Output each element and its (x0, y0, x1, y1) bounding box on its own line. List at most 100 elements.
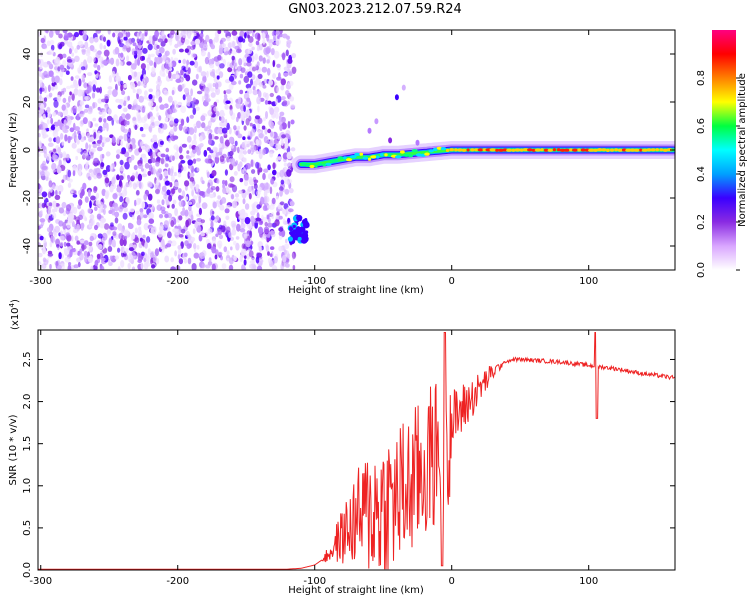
heatmap-cell (166, 200, 170, 205)
heatmap-cell (252, 86, 256, 91)
heatmap-cell (111, 136, 116, 144)
heatmap-cell (258, 133, 264, 139)
snr-y-tick-label: 0.5 (22, 520, 33, 536)
heatmap-cell (48, 70, 54, 77)
heatmap-track-blob (477, 148, 484, 152)
heatmap-cell (229, 108, 233, 117)
heatmap-cell (302, 231, 307, 236)
heatmap-cell (367, 127, 372, 134)
heatmap-cell (48, 30, 54, 38)
heatmap-cell (239, 89, 244, 95)
heatmap-cell (123, 30, 126, 35)
heatmap-cell (171, 174, 175, 182)
heatmap-cell (134, 124, 138, 130)
heatmap-track-blob (655, 148, 659, 152)
heatmap-cell (186, 116, 190, 123)
heatmap-cell (204, 92, 209, 101)
heatmap-cell (270, 121, 275, 128)
heatmap-y-axis-label: Frequency (Hz) (8, 112, 19, 188)
heatmap-cell (168, 194, 173, 202)
heatmap-cell (249, 230, 253, 239)
heatmap-cell (188, 205, 192, 211)
heatmap-cell (95, 51, 101, 59)
heatmap-cell (173, 57, 179, 62)
heatmap-cell (52, 111, 57, 117)
heatmap-cell (415, 139, 420, 146)
heatmap-cell (170, 266, 176, 270)
heatmap-track-blob (318, 162, 323, 166)
heatmap-cell (159, 224, 165, 231)
heatmap-cell (204, 56, 209, 65)
heatmap-cell (62, 159, 67, 167)
heatmap-cell (179, 154, 184, 160)
heatmap-cell (96, 253, 101, 260)
heatmap-cell (206, 70, 209, 78)
heatmap-cell (67, 59, 73, 63)
heatmap-cell (257, 226, 264, 235)
heatmap-cell (112, 226, 118, 231)
heatmap-cell (43, 97, 48, 102)
heatmap-cell (131, 214, 135, 220)
heatmap-cell (39, 82, 43, 87)
heatmap-cell (170, 135, 176, 142)
heatmap-cell (167, 240, 173, 244)
heatmap-cell (203, 43, 209, 49)
heatmap-y-tick-label: 0 (22, 147, 33, 153)
heatmap-cell (265, 92, 269, 101)
heatmap-cell (267, 222, 273, 228)
heatmap-cell (122, 44, 127, 50)
heatmap-cell (54, 84, 58, 90)
colorbar-gradient (712, 30, 736, 270)
heatmap-cell (99, 135, 103, 142)
heatmap-cell (119, 196, 124, 203)
heatmap-cell (141, 33, 145, 41)
colorbar-ticks: 0.0 0.2 0.4 0.6 0.8 (696, 70, 740, 278)
heatmap-cell (154, 30, 160, 38)
heatmap-cell (257, 33, 261, 42)
heatmap-cell (48, 180, 53, 188)
heatmap-cell (249, 122, 253, 127)
heatmap-cell (266, 237, 270, 243)
heatmap-cell (140, 63, 146, 70)
heatmap-cell (132, 244, 137, 249)
heatmap-cell (144, 32, 148, 37)
heatmap-cell (87, 72, 93, 77)
snr-series-line (38, 332, 675, 570)
heatmap-cell (244, 233, 248, 239)
heatmap-cell (217, 127, 223, 135)
heatmap-cell (284, 188, 290, 195)
heatmap-cell (201, 263, 206, 269)
heatmap-cell (74, 126, 80, 132)
heatmap-track-blob (375, 155, 380, 159)
heatmap-cell (267, 251, 270, 256)
heatmap-cell (78, 78, 82, 87)
heatmap-cell (76, 44, 81, 50)
heatmap-cell (66, 176, 71, 181)
heatmap-cell (178, 234, 184, 238)
heatmap-cell (275, 30, 282, 36)
heatmap-cell (173, 171, 177, 177)
heatmap-cell (239, 255, 243, 263)
heatmap-cell (219, 136, 224, 144)
heatmap-cell (246, 253, 250, 260)
heatmap-cell (210, 92, 216, 98)
heatmap-cell (281, 52, 286, 61)
heatmap-cell (271, 48, 275, 56)
heatmap-y-tick-label: 40 (22, 48, 33, 61)
heatmap-cell (132, 182, 137, 190)
heatmap-cell (97, 64, 101, 71)
heatmap-cell (287, 253, 291, 259)
heatmap-cell (73, 264, 79, 269)
heatmap-cell (49, 264, 52, 270)
heatmap-cell (132, 117, 137, 121)
heatmap-cell (141, 173, 148, 178)
heatmap-cell (54, 194, 61, 200)
heatmap-cell (268, 79, 273, 86)
heatmap-cell (96, 213, 102, 220)
heatmap-cell (233, 125, 237, 131)
heatmap-cell (184, 180, 190, 187)
heatmap-cell (186, 135, 192, 143)
heatmap-cell (292, 265, 296, 270)
heatmap-cell (247, 222, 253, 230)
